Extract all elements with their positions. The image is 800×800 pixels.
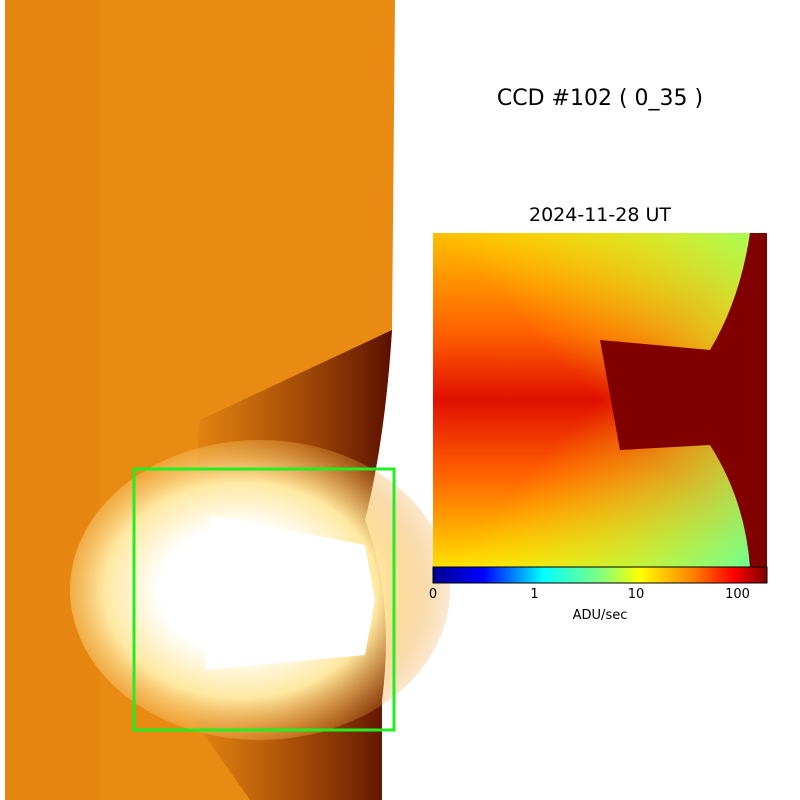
date-label: 2024-11-28 UT <box>529 204 671 226</box>
colorbar-tick-label: 0 <box>428 587 438 602</box>
colorbar-tick-label: 1 <box>530 587 539 602</box>
colorbar <box>432 566 768 584</box>
zoom-box <box>132 467 396 732</box>
ccd-image <box>5 0 450 800</box>
colorbar-tick-label: 10 <box>627 587 645 602</box>
colorbar-tick-label: 100 <box>725 587 750 602</box>
colorbar-label: ADU/sec <box>572 608 628 623</box>
zoom-image <box>432 233 768 584</box>
ccd-title: CCD #102 ( 0_35 ) <box>496 86 704 111</box>
